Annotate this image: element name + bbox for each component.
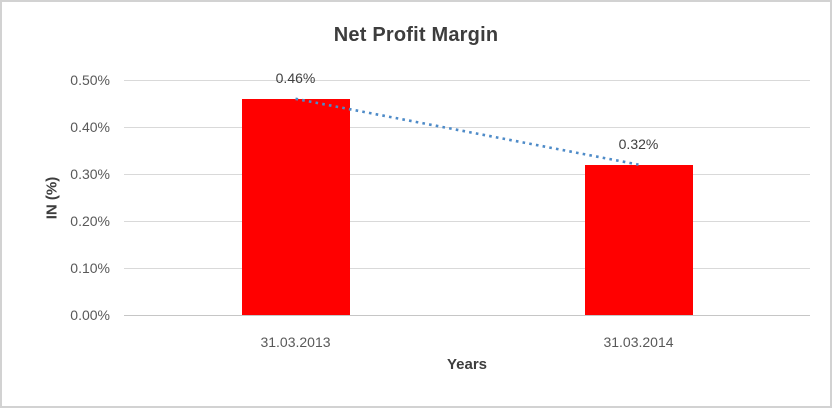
data-label: 0.32% (618, 135, 659, 152)
bar-31.03.2014 (584, 164, 693, 315)
gridline (124, 126, 810, 128)
x-axis-line (124, 314, 810, 316)
y-tick-label: 0.00% (70, 307, 110, 323)
x-tick-label: 31.03.2013 (260, 334, 331, 350)
gridline (124, 220, 810, 222)
gridline (124, 79, 810, 81)
x-axis-title: Years (446, 356, 488, 373)
gridline (124, 173, 810, 175)
data-label: 0.46% (275, 69, 316, 86)
y-tick-label: 0.10% (70, 260, 110, 276)
gridline (124, 267, 810, 269)
y-tick-label: 0.30% (70, 166, 110, 182)
y-tick-label: 0.50% (70, 72, 110, 88)
bar-31.03.2013 (241, 98, 350, 315)
y-tick-label: 0.40% (70, 119, 110, 135)
y-tick-label: 0.20% (70, 213, 110, 229)
x-tick-label: 31.03.2014 (603, 334, 674, 350)
chart-title: Net Profit Margin (333, 24, 499, 46)
